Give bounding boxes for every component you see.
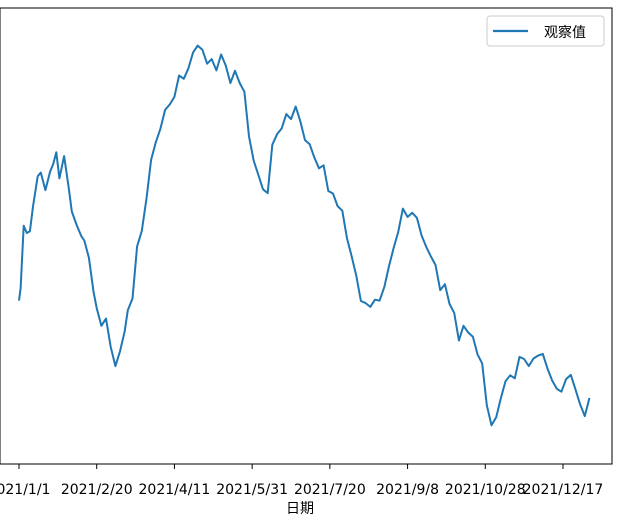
x-axis-label: 日期 [286,501,314,517]
x-tick-label: 2021/12/17 [523,482,604,498]
legend-label: 观察值 [544,24,586,41]
x-tick-label: 2021/2/20 [61,482,133,498]
x-tick-label: 2021/10/28 [445,482,526,498]
x-tick-label: 2021/5/31 [216,482,288,498]
series-layer [18,44,591,427]
series-line-observed [18,44,591,427]
legend-box [486,15,605,47]
plot-area [0,7,613,465]
x-axis-ticks: 2021/1/1 2021/2/20 2021/4/11 2021/5/31 2021/… [0,464,603,498]
legend: 观察值 [486,15,605,47]
x-tick-label: 2021/9/8 [376,482,439,498]
x-tick-label: 2021/1/1 [0,482,50,498]
x-tick-label: 2021/4/11 [139,482,211,498]
x-tick-label: 2021/7/20 [294,482,366,498]
